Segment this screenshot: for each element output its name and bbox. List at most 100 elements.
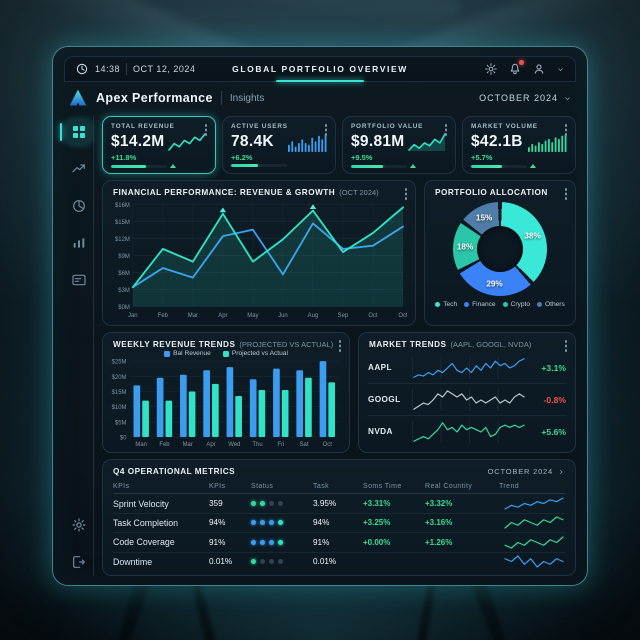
svg-text:$25M: $25M [112,360,127,366]
status-dot-icon [251,559,256,565]
nav-insights[interactable]: Insights [229,92,265,104]
panel-card-icon[interactable] [67,268,91,292]
kebab-menu-icon[interactable] [564,124,567,127]
kpi-progress [351,164,407,168]
ticker-label: NVDA [368,427,393,437]
app-header: Apex Performance Insights OCTOBER 2024 [64,82,576,114]
status-dots [251,559,313,565]
status-dot-icon [251,520,256,526]
legend-swatch-icon [222,350,229,357]
soms-time-value: +0.00% [363,537,391,547]
progress-marker-icon [170,164,176,168]
financial-subtitle: (OCT 2024) [339,188,379,197]
market-row[interactable]: AAPL +3.1% [368,352,566,383]
status-dots [251,501,313,507]
topbar: 14:38 OCT 12, 2024 GLOBAL PORTFOLIO OVER… [64,56,576,82]
legend-dot-icon [435,302,441,307]
kebab-menu-icon[interactable] [338,340,341,343]
kebab-menu-icon[interactable] [204,124,207,127]
user-icon[interactable] [532,62,546,76]
svg-text:Mar: Mar [188,312,198,319]
kpi-card[interactable]: MARKET VOLUME $42.1B +5.7% [462,116,576,174]
column-header: Task [313,482,329,490]
kpi-label: ACTIVE USERS [231,123,288,130]
logout-icon[interactable] [67,550,91,574]
topbar-date: OCT 12, 2024 [133,64,196,74]
task-value: 94% [313,518,330,528]
weekly-legend: Bal Revenue Projected vs Actual [103,350,349,357]
svg-text:Apr: Apr [218,312,227,319]
status-dot-icon [251,539,256,545]
trend-sparkline [504,536,564,549]
kebab-menu-icon[interactable] [564,188,567,191]
kpi-sparkline [288,134,327,152]
pie-chart-icon[interactable] [67,194,91,218]
status-dot-icon [278,520,283,526]
task-value: 3.95% [313,499,337,509]
legend-item: Finance [464,301,496,308]
settings-icon[interactable] [67,513,91,537]
weekly-panel: WEEKLY REVENUE TRENDS (PROJECTED VS ACTU… [102,332,350,454]
metric-name: Sprint Velocity [113,498,169,509]
table-row[interactable]: Task Completion 94% 94% +3.25% +3.16% [113,514,565,534]
svg-text:May: May [247,312,259,319]
market-sparkline [412,388,526,411]
status-dot-icon [278,539,283,545]
kpi-value: $42.1B [471,133,523,150]
notification-dot [519,60,524,65]
financial-title: FINANCIAL PERFORMANCE: REVENUE & GROWTH [113,188,336,197]
kebab-menu-icon[interactable] [444,124,447,127]
status-dot-icon [269,520,274,526]
metrics-panel: Q4 OPERATIONAL METRICS OCTOBER 2024 KPIs… [102,459,576,576]
market-title: MARKET TRENDS [369,340,447,349]
legend-swatch-icon [164,350,171,357]
svg-text:Apr: Apr [206,442,215,448]
period-selector[interactable]: OCTOBER 2024 [479,93,572,103]
column-header: Trend [499,482,520,490]
svg-text:Man: Man [135,442,147,448]
table-row[interactable]: Code Coverage 91% 91% +0.00% +1.26% [113,533,565,553]
market-row[interactable]: NVDA +5.6% [368,415,566,447]
dashboard-grid-icon[interactable] [59,120,91,144]
kpi-card[interactable]: PORTFOLIO VALUE $9.81M +9.5% [342,116,456,174]
table-row[interactable]: Downtime 0.01% 0.01% [113,553,565,571]
donut-slice-label: 18% [456,242,474,252]
chevron-down-icon [565,96,570,100]
kpi-card[interactable]: TOTAL REVENUE $14.2M +11.8% [102,116,216,174]
weekly-title: WEEKLY REVENUE TRENDS [113,340,236,349]
kpi-sparkline [408,133,446,151]
kebab-menu-icon[interactable] [324,124,327,127]
ticker-label: AAPL [368,363,392,373]
status-dots [251,539,313,545]
status-dot-icon [251,501,256,507]
bell-icon[interactable] [508,60,524,76]
sidebar [59,116,94,576]
metrics-period-selector[interactable]: OCTOBER 2024 [488,467,565,476]
table-row[interactable]: Sprint Velocity 359 3.95% +3.31% +3.32% [113,494,565,514]
task-value: 91% [313,537,330,547]
kpi-label: PORTFOLIO VALUE [351,123,424,130]
kpi-card[interactable]: ACTIVE USERS 78.4K +6.2% [222,116,336,174]
kpi-delta: +11.8% [111,153,137,162]
chevron-right-icon [560,469,563,474]
kebab-menu-icon[interactable] [564,340,567,343]
legend-label: Finance [472,301,496,308]
trend-icon[interactable] [67,157,91,181]
legend-item: Bal Revenue [164,350,211,357]
settings-icon[interactable] [484,62,498,76]
bar-chart-icon[interactable] [67,231,91,255]
metrics-period: OCTOBER 2024 [487,467,553,477]
svg-text:Sat: Sat [300,442,309,448]
market-delta: +5.6% [541,426,566,437]
market-panel: MARKET TRENDS (AAPL, GOOGL, NVDA) AAPL +3… [358,332,576,454]
svg-text:$15M: $15M [112,390,127,396]
legend-item: Projected vs Actual [222,350,288,357]
kebab-menu-icon[interactable] [404,188,407,191]
svg-text:Mar: Mar [183,442,193,448]
market-row[interactable]: GOOGL -0.8% [368,383,566,415]
chevron-down-icon[interactable] [556,65,565,74]
kpi-progress [471,164,527,168]
soms-time-value: +3.25% [363,518,391,528]
column-header: KPIs [113,482,130,490]
